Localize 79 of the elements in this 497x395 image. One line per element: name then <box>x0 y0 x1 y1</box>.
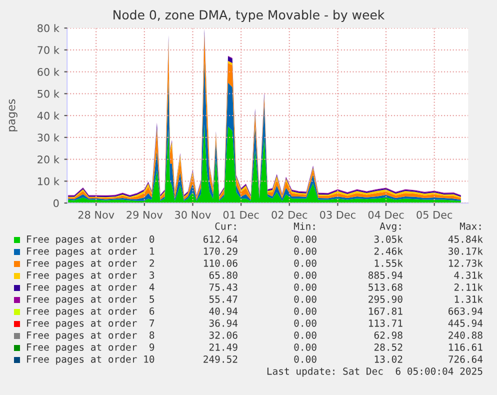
text: 0.00 <box>294 307 316 315</box>
text: 0.00 <box>294 331 316 339</box>
text: 40.94 <box>209 307 238 315</box>
text: 65.80 <box>209 271 238 279</box>
text: 36.94 <box>209 319 238 327</box>
y-tick-label: 60 k <box>38 68 60 76</box>
text: 4.31k <box>454 271 483 279</box>
text: 55.47 <box>209 296 238 303</box>
text: 170.29 <box>204 247 238 255</box>
y-tick-label: 40 k <box>37 112 60 120</box>
text: 513.68 <box>368 283 402 291</box>
text: 3.05k <box>374 235 403 243</box>
text: 110.06 <box>204 259 238 267</box>
y-tick-label: 50 k <box>38 90 60 98</box>
y-axis-title: pages <box>8 99 18 132</box>
text: 0.00 <box>294 319 316 327</box>
x-tick-label: 05 Dec <box>416 210 452 219</box>
text: 0.00 <box>294 247 316 255</box>
text: 32.06 <box>209 331 238 339</box>
x-tick-label: 02 Dec <box>272 210 308 219</box>
text: 0.00 <box>294 259 316 267</box>
x-tick-label: 03 Dec <box>320 210 356 219</box>
text: 28.52 <box>374 343 402 351</box>
text: 0.00 <box>294 295 316 303</box>
y-tick-label: 80 k <box>38 24 60 32</box>
text: 30.17k <box>448 247 483 255</box>
text: 0.00 <box>294 235 316 243</box>
text: 2.11k <box>454 283 483 291</box>
text: 249.52 <box>204 355 238 363</box>
text: Avg: <box>380 222 401 232</box>
text: 612.64 <box>204 235 238 243</box>
text: 1.55k <box>374 259 403 267</box>
legend-label: Free pages at order 8 <box>27 331 154 341</box>
text: Cur: <box>215 222 236 230</box>
legend-label: Free pages at order 10 <box>27 355 154 365</box>
text: 45.84k <box>448 235 483 243</box>
text: 0.00 <box>294 343 316 351</box>
legend-label: Free pages at order 0 <box>27 235 154 245</box>
text: 21.49 <box>209 343 238 351</box>
y-tick-label: 70 k <box>38 46 60 54</box>
y-tick-label: 20 k <box>38 155 60 164</box>
text: 295.90 <box>368 295 402 303</box>
legend-label: Free pages at order 3 <box>27 271 154 281</box>
x-tick-label: 28 Nov <box>78 210 114 219</box>
legend-label: Free pages at order 6 <box>27 307 154 317</box>
text: 240.88 <box>448 331 482 339</box>
x-tick-label: 04 Dec <box>368 210 404 219</box>
x-tick-label: 30 Nov <box>175 210 211 219</box>
y-tick-label: 0 <box>54 199 59 208</box>
legend-label: Free pages at order 4 <box>27 283 154 293</box>
text: 113.71 <box>369 319 402 327</box>
chart-title: Node 0, zone DMA, type Movable - by week <box>114 10 385 22</box>
legend-label: Free pages at order 7 <box>27 319 154 329</box>
text: 0.00 <box>294 271 316 279</box>
text: 12.73k <box>449 259 483 267</box>
text: 0.00 <box>294 283 316 291</box>
legend-label: Free pages at order 1 <box>27 247 154 257</box>
text: 0.00 <box>294 355 316 363</box>
text: Max: <box>460 222 481 230</box>
text: 663.94 <box>448 307 483 315</box>
text: 1.31k <box>454 295 483 303</box>
legend-label: Free pages at order 2 <box>27 259 154 269</box>
legend-label: Free pages at order 9 <box>27 343 154 353</box>
x-tick-label: 29 Nov <box>126 210 163 219</box>
text: 885.94 <box>368 271 403 279</box>
text: 445.94 <box>448 319 483 327</box>
text: 75.43 <box>209 283 238 291</box>
text: 62.98 <box>374 331 402 339</box>
text: Min: <box>294 222 315 230</box>
text: Last update: Sat Dec 6 05:00:04 2025 <box>267 367 482 377</box>
text: 116.61 <box>449 343 482 351</box>
legend-label: Free pages at order 5 <box>27 295 154 305</box>
y-tick-label: 30 k <box>38 133 60 142</box>
y-tick-label: 10 k <box>38 177 60 186</box>
text: 13.02 <box>374 355 402 363</box>
text: 167.81 <box>369 307 402 315</box>
text: 2.46k <box>374 247 403 255</box>
x-tick-label: 01 Dec <box>223 210 259 219</box>
text: 726.64 <box>448 355 483 363</box>
